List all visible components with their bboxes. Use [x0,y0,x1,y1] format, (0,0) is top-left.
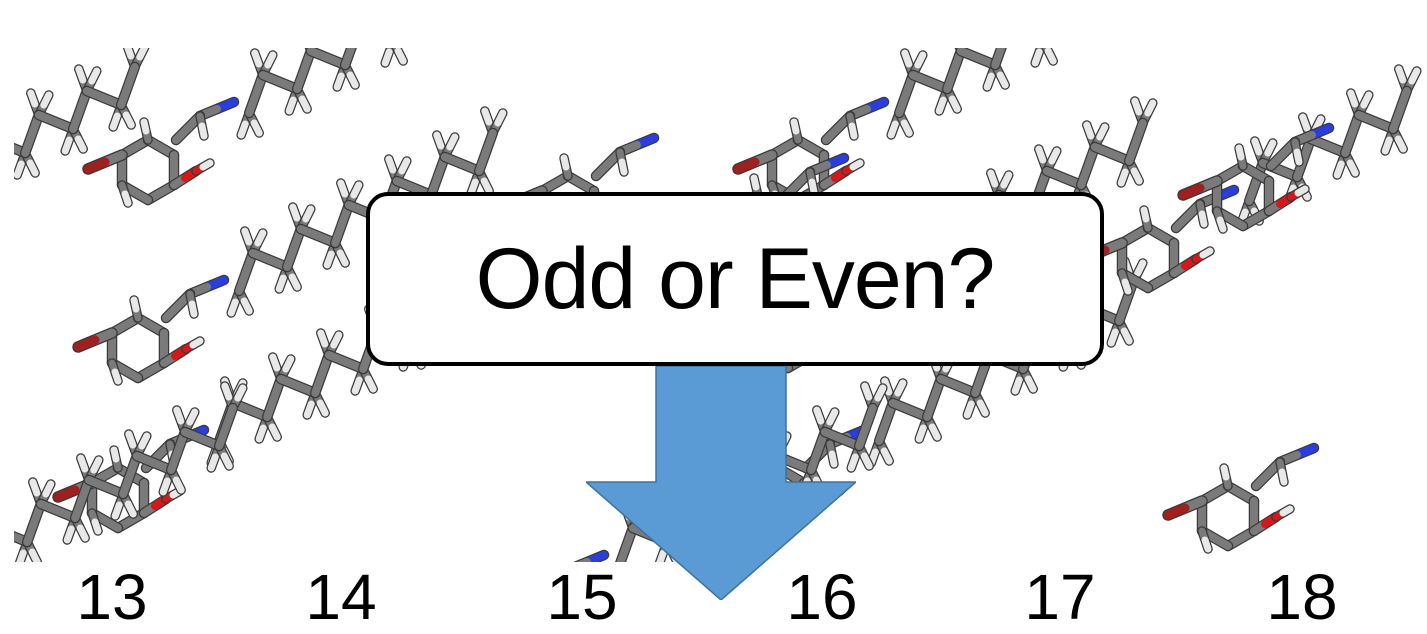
alkyl-chain [14,48,150,180]
carbon-count-label: 18 [1266,561,1338,633]
carbon-count-label: 14 [305,561,377,633]
salicylidene-headgroup [573,549,610,562]
salicylidene-headgroup [1177,122,1335,234]
alkyl-chain [14,381,248,562]
salicylidene-headgroup [72,274,230,386]
carbon-count-label: 13 [76,561,148,633]
alkyl-chain [236,48,408,140]
carbon-count-label: 16 [786,561,858,633]
carbon-count-labels: 13 14 15 16 17 18 [0,560,1427,634]
question-callout: Odd or Even? [366,192,1104,366]
arrow-shape [586,366,856,600]
alkyl-chain [226,106,508,318]
callout-text: Odd or Even? [475,230,996,327]
salicylidene-headgroup [82,96,240,208]
alkyl-chain [886,48,1058,140]
down-arrow-icon [586,366,856,600]
carbon-count-label: 17 [1024,561,1096,633]
salicylidene-headgroup [1162,442,1320,554]
carbon-count-label: 15 [546,561,618,633]
